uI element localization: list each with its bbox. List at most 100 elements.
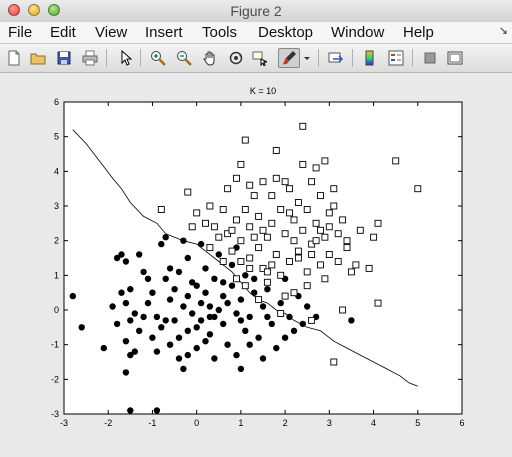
data-point-filled-circle xyxy=(228,261,236,269)
menu-help[interactable]: Help xyxy=(403,24,434,41)
brush-dropdown-icon[interactable] xyxy=(303,50,311,66)
plot-marks xyxy=(69,122,422,414)
data-point-open-square xyxy=(334,258,342,265)
data-point-open-square xyxy=(365,264,373,272)
data-point-open-square xyxy=(277,271,285,279)
data-point-filled-circle xyxy=(228,282,236,289)
y-tick-label: 0 xyxy=(54,305,59,315)
menu-view[interactable]: View xyxy=(95,24,128,41)
data-point-open-square xyxy=(294,199,302,206)
data-point-filled-circle xyxy=(202,289,209,296)
data-point-open-square xyxy=(246,223,254,231)
y-tick-label: -2 xyxy=(51,374,59,384)
data-point-open-square xyxy=(277,310,285,317)
data-point-open-square xyxy=(157,206,165,213)
brush-icon[interactable] xyxy=(278,48,300,68)
data-cursor-icon[interactable] xyxy=(252,50,268,66)
data-point-open-square xyxy=(308,316,316,324)
data-point-filled-circle xyxy=(149,289,156,296)
data-point-filled-circle xyxy=(197,317,205,324)
menu-insert[interactable]: Insert xyxy=(145,24,183,41)
data-point-open-square xyxy=(343,244,351,252)
toolbar-separator xyxy=(140,49,141,67)
menu-overflow-arrow-icon[interactable]: ↘ xyxy=(498,25,508,37)
data-point-open-square xyxy=(241,136,249,144)
new-figure-icon[interactable] xyxy=(6,50,22,66)
y-tick-label: -3 xyxy=(51,409,59,419)
data-point-filled-circle xyxy=(118,251,125,258)
figure-toolbar xyxy=(0,44,512,73)
data-point-open-square xyxy=(228,247,236,255)
data-point-filled-circle xyxy=(259,303,267,310)
legend-icon[interactable] xyxy=(388,50,404,66)
data-point-open-square xyxy=(263,233,271,241)
link-plot-icon[interactable] xyxy=(328,50,344,66)
data-point-filled-circle xyxy=(184,254,191,262)
data-point-open-square xyxy=(321,275,329,283)
data-point-open-square xyxy=(241,282,249,290)
menu-bar: File Edit View Insert Tools Desktop Wind… xyxy=(0,22,512,44)
data-point-open-square xyxy=(299,160,307,168)
data-point-open-square xyxy=(330,202,338,210)
data-point-filled-circle xyxy=(122,299,130,307)
data-point-open-square xyxy=(286,258,293,265)
data-point-open-square xyxy=(255,296,263,304)
close-window-button[interactable] xyxy=(8,4,20,16)
data-point-open-square xyxy=(206,244,214,252)
data-point-open-square xyxy=(374,299,382,307)
menu-tools[interactable]: Tools xyxy=(202,24,238,41)
data-point-open-square xyxy=(303,206,311,213)
toolbar-separator xyxy=(412,49,413,67)
data-point-open-square xyxy=(246,254,254,262)
data-point-filled-circle xyxy=(264,286,271,293)
data-point-open-square xyxy=(272,251,280,258)
rotate-3d-icon[interactable] xyxy=(228,50,244,66)
data-point-open-square xyxy=(370,233,378,241)
zoom-in-icon[interactable] xyxy=(150,50,166,66)
open-file-icon[interactable] xyxy=(30,50,46,66)
zoom-window-button[interactable] xyxy=(48,4,60,16)
x-tick-label: 4 xyxy=(371,418,376,428)
menu-window[interactable]: Window xyxy=(331,24,385,41)
colorbar-icon[interactable] xyxy=(362,50,378,66)
print-icon[interactable] xyxy=(82,50,98,66)
data-point-open-square xyxy=(281,230,289,238)
data-point-filled-circle xyxy=(131,310,138,317)
data-point-filled-circle xyxy=(171,286,178,293)
save-icon[interactable] xyxy=(56,50,72,66)
chart-title: K = 10 xyxy=(250,86,276,96)
data-point-open-square xyxy=(233,275,240,283)
x-tick-label: 1 xyxy=(238,418,243,428)
minimize-window-button[interactable] xyxy=(28,4,40,16)
data-point-filled-circle xyxy=(166,341,174,348)
data-point-filled-circle xyxy=(233,310,240,317)
zoom-out-icon[interactable] xyxy=(176,50,192,66)
data-point-open-square xyxy=(317,261,324,269)
x-tick-label: 5 xyxy=(415,418,420,428)
data-point-open-square xyxy=(303,282,311,290)
data-point-filled-circle xyxy=(113,320,121,328)
pan-hand-icon[interactable] xyxy=(202,50,218,66)
toolbar-separator xyxy=(352,49,353,67)
data-point-open-square xyxy=(268,192,276,200)
menu-file[interactable]: File xyxy=(8,24,33,41)
data-point-open-square xyxy=(259,226,267,234)
data-point-open-square xyxy=(299,122,307,130)
menu-desktop[interactable]: Desktop xyxy=(258,24,314,41)
data-point-open-square xyxy=(303,268,311,276)
data-point-open-square xyxy=(312,164,320,172)
y-tick-label: 4 xyxy=(54,166,59,176)
data-point-open-square xyxy=(325,251,333,258)
menu-edit[interactable]: Edit xyxy=(50,24,76,41)
data-point-open-square xyxy=(259,264,267,272)
data-point-filled-circle xyxy=(193,344,200,352)
figure-canvas[interactable]: K = 10 -3 -2 -1 0 1 2 3 4 5 6 -3 -2 -1 0 1 2 3 4 5 6 xyxy=(0,73,512,457)
show-plot-tools-icon[interactable] xyxy=(447,50,463,66)
hide-plot-tools-icon[interactable] xyxy=(422,50,438,66)
pointer-icon[interactable] xyxy=(118,50,134,66)
data-point-open-square xyxy=(272,174,280,182)
data-point-filled-circle xyxy=(268,320,275,328)
data-point-open-square xyxy=(255,212,263,220)
data-point-filled-circle xyxy=(193,282,200,289)
data-point-open-square xyxy=(325,209,333,217)
